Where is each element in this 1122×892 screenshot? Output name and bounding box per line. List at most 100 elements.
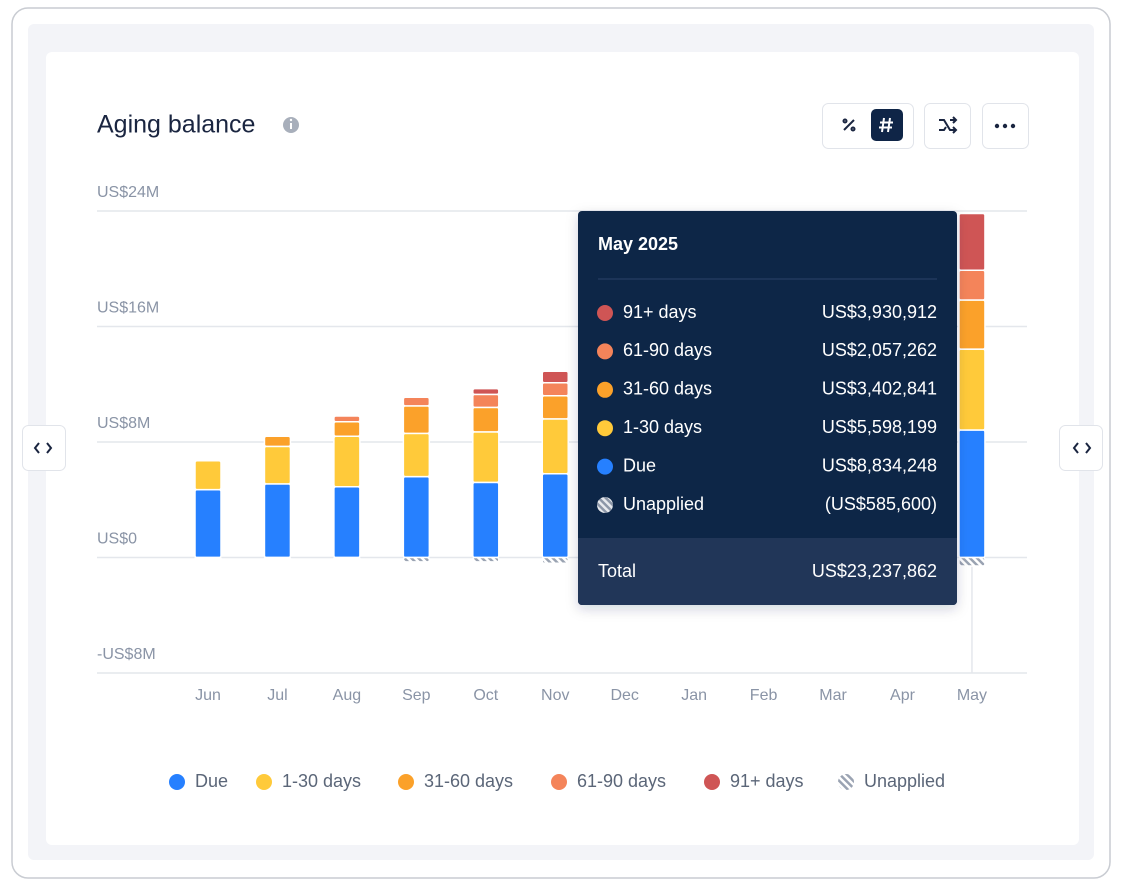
tooltip-swatch [597, 497, 613, 513]
bar-segment [263, 483, 292, 559]
x-tick-label: Jul [267, 687, 287, 704]
bar-segment [541, 395, 569, 420]
tooltip-value: US$3,930,912 [822, 302, 937, 322]
bar-segment [263, 435, 292, 448]
bar-segment [263, 445, 292, 485]
tooltip-total-label: Total [598, 561, 636, 581]
bar-segment [194, 460, 222, 491]
tooltip-value: US$3,402,841 [822, 379, 937, 399]
bar-segment [263, 556, 292, 560]
bar-segment [541, 556, 569, 565]
bar-segment [541, 473, 569, 559]
bar-segment [541, 382, 569, 397]
plot: -US$8M US$0 US$8M US$16M US$24M Jun Jul Aug Sep O… [97, 184, 1027, 704]
tooltip-box [578, 211, 957, 605]
next-arrow[interactable] [1059, 425, 1103, 471]
tooltip-value: US$2,057,262 [822, 340, 937, 360]
format-toggle[interactable] [822, 103, 914, 149]
tooltip-swatch [597, 420, 613, 437]
tooltip-title: May 2025 [598, 234, 678, 254]
bar-segment [958, 299, 986, 350]
x-tick-label: May [957, 687, 987, 704]
bar-segment [333, 556, 361, 560]
x-tick-label: Nov [541, 687, 569, 704]
bar-segment [194, 488, 222, 559]
tooltip-label: 31-60 days [623, 379, 712, 399]
bar-segment [472, 556, 500, 563]
x-tick-label: Dec [610, 687, 638, 704]
legend-label: Due [195, 771, 228, 791]
tooltip-value: (US$585,600) [825, 494, 937, 514]
legend-item[interactable]: 61-90 days [551, 771, 666, 791]
tooltip-label: Due [623, 455, 656, 475]
bar-segment [402, 432, 431, 478]
bar-segment [472, 393, 500, 409]
legend-swatch [838, 774, 854, 790]
legend: Due 1-30 days 31-60 days 61-90 days 91+ days… [169, 771, 945, 791]
y-tick-label: -US$8M [97, 646, 156, 663]
share-button[interactable] [924, 103, 971, 149]
tooltip-label: 91+ days [623, 302, 697, 322]
x-tick-label: Jun [195, 687, 221, 704]
more-button[interactable] [982, 103, 1029, 149]
tooltip: May 2025 91+ days US$3,930,912 61-90 days US… [578, 211, 957, 605]
tooltip-total: US$23,237,862 [812, 561, 937, 581]
legend-label: 1-30 days [282, 771, 361, 791]
x-tick-label: Aug [333, 687, 361, 704]
x-tick-label: Apr [890, 687, 916, 704]
bar-segment [402, 475, 431, 559]
bar-segment [402, 556, 431, 563]
tooltip-value: US$5,598,199 [822, 417, 937, 437]
bar-segment [541, 370, 569, 384]
legend-label: Unapplied [864, 771, 945, 791]
y-tick-label: US$8M [97, 415, 150, 432]
bar-segment [333, 435, 361, 488]
x-tick-label: Oct [473, 687, 498, 704]
bar-segment [541, 418, 569, 475]
legend-swatch [169, 774, 185, 790]
bar-segment [402, 405, 431, 435]
tooltip-footer [578, 538, 957, 605]
legend-swatch [704, 774, 720, 790]
tooltip-label: 1-30 days [623, 417, 702, 437]
legend-item[interactable]: Due [169, 771, 228, 791]
tooltip-swatch [597, 305, 613, 321]
legend-item[interactable]: Unapplied [838, 771, 945, 791]
legend-label: 61-90 days [577, 771, 666, 791]
legend-swatch [551, 774, 567, 790]
x-tick-label: Sep [402, 687, 431, 704]
bar-segment [958, 556, 986, 567]
tooltip-swatch [597, 343, 613, 360]
bar-segment [333, 421, 361, 437]
legend-item[interactable]: 91+ days [704, 771, 804, 791]
y-tick-label: US$16M [97, 300, 159, 317]
x-tick-label: Mar [819, 687, 847, 704]
legend-swatch [256, 774, 272, 790]
tooltip-value: US$8,834,248 [822, 455, 937, 475]
bar-segment [402, 395, 431, 398]
tooltip-label: 61-90 days [623, 340, 712, 360]
tooltip-swatch [597, 458, 613, 475]
x-tick-label: Feb [750, 687, 778, 704]
bar-segment [958, 429, 986, 559]
legend-label: 31-60 days [424, 771, 513, 791]
info-icon[interactable] [283, 117, 299, 133]
tooltip-label: Unapplied [623, 494, 704, 514]
y-tick-label: US$0 [97, 531, 137, 548]
legend-swatch [398, 774, 414, 790]
bar-segment [194, 556, 222, 560]
bar-segment [472, 406, 500, 433]
bar-segment [472, 431, 500, 484]
legend-item[interactable]: 31-60 days [398, 771, 513, 791]
chart-title: Aging balance [97, 111, 255, 139]
legend-label: 91+ days [730, 771, 804, 791]
tooltip-swatch [597, 381, 613, 398]
bar-segment [958, 269, 986, 301]
bar-segment [958, 348, 986, 431]
legend-item[interactable]: 1-30 days [256, 771, 361, 791]
prev-arrow[interactable] [22, 425, 66, 471]
bar-segment [333, 486, 361, 559]
bar-segment [472, 481, 500, 559]
